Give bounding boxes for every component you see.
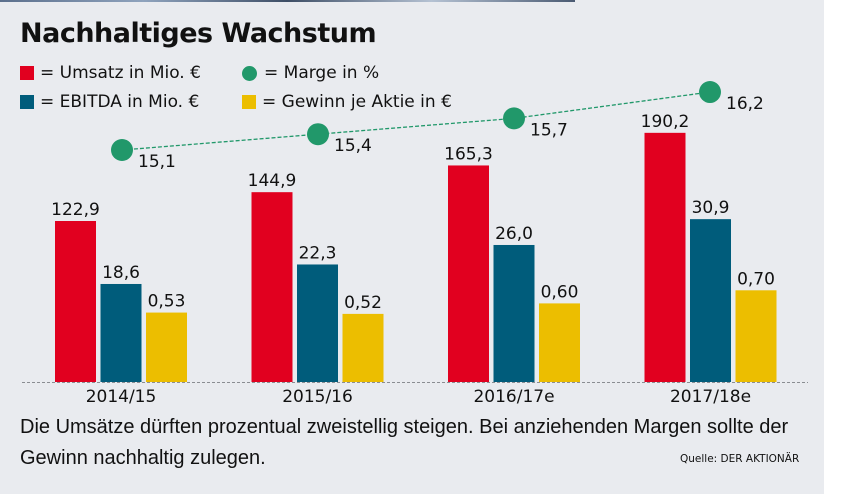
- bar-umsatz: [251, 192, 293, 382]
- legend-label: = Marge in %: [264, 63, 380, 83]
- bar-value-label: 26,0: [495, 224, 533, 244]
- green-circle-icon: [242, 65, 257, 81]
- legend-label: = Umsatz in Mio. €: [40, 63, 201, 83]
- bar-value-label: 0,60: [541, 282, 579, 302]
- bar-ebitda: [100, 283, 142, 382]
- bar-gewinn: [735, 290, 777, 382]
- category-label: 2015/16: [282, 387, 353, 407]
- bar-value-label: 22,3: [299, 243, 337, 263]
- marge-trend-line: [121, 91, 711, 151]
- bar-chart: 122,9 18,6 0,53 2014/15 144,9 22,3 0,52 2015/16…: [22, 81, 808, 407]
- marge-value-label: 15,4: [334, 136, 372, 156]
- bar-value-label: 144,9: [248, 171, 297, 191]
- legend-item-ebitda: = EBITDA in Mio. €: [20, 92, 199, 112]
- marge-data-point: [111, 139, 133, 161]
- category-label: 2014/15: [86, 387, 157, 407]
- bar-value-label: 190,2: [641, 112, 690, 132]
- legend-item-umsatz: = Umsatz in Mio. €: [20, 63, 201, 83]
- blue-square-icon: [20, 95, 34, 109]
- legend-label: = Gewinn je Aktie in €: [262, 92, 452, 112]
- bar-ebitda: [690, 219, 731, 382]
- source-note: Quelle: DER AKTIONÄR: [680, 453, 800, 465]
- red-square-icon: [20, 66, 34, 80]
- bar-gewinn: [146, 312, 187, 382]
- marge-value-label: 15,7: [530, 120, 568, 140]
- bar-value-label: 0,53: [148, 292, 186, 312]
- category-label: 2017/18e: [670, 387, 751, 407]
- bar-value-label: 0,52: [344, 293, 382, 313]
- bar-gewinn: [342, 313, 384, 382]
- bar-umsatz: [644, 132, 686, 382]
- bar-umsatz: [448, 165, 489, 382]
- chart-title: Nachhaltiges Wachstum: [20, 18, 377, 49]
- marge-value-label: 16,2: [726, 94, 764, 114]
- marge-data-point: [699, 81, 721, 104]
- header-image-strip: [0, 0, 575, 2]
- marge-value-label: 15,1: [138, 152, 176, 172]
- bar-ebitda: [493, 244, 535, 382]
- chart-caption: Die Umsätze dürften prozentual zweistell…: [20, 416, 789, 469]
- bar-umsatz: [55, 221, 96, 382]
- bar-value-label: 30,9: [692, 198, 730, 218]
- legend-item-marge: = Marge in %: [242, 63, 379, 83]
- marge-data-point: [503, 107, 525, 130]
- category-label: 2016/17e: [473, 387, 554, 407]
- legend-label: = EBITDA in Mio. €: [40, 92, 200, 112]
- bar-value-label: 165,3: [444, 144, 493, 164]
- marge-data-point: [307, 123, 329, 146]
- bar-gewinn: [539, 303, 580, 382]
- legend-item-gewinn: = Gewinn je Aktie in €: [242, 92, 452, 112]
- bar-value-label: 122,9: [51, 200, 100, 220]
- yellow-square-icon: [242, 95, 256, 109]
- chart-panel: Nachhaltiges Wachstum = Umsatz in Mio. €…: [0, 0, 824, 494]
- bar-value-label: 0,70: [737, 269, 775, 289]
- bar-value-label: 18,6: [102, 263, 140, 283]
- bar-ebitda: [297, 264, 338, 382]
